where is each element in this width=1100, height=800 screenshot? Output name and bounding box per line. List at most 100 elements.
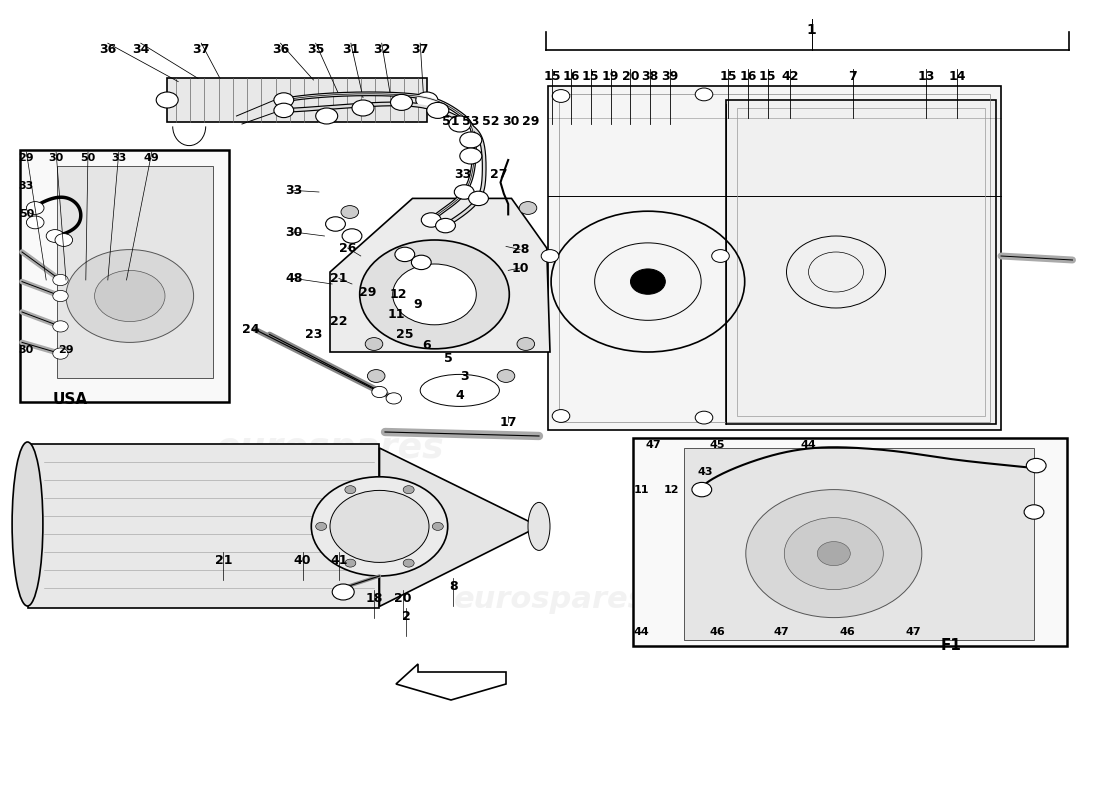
Circle shape	[784, 518, 883, 590]
Text: 19: 19	[602, 70, 619, 83]
Circle shape	[416, 92, 438, 108]
Text: 3: 3	[460, 370, 469, 382]
Circle shape	[326, 217, 345, 231]
Text: 12: 12	[389, 288, 407, 301]
Text: 23: 23	[305, 328, 322, 341]
Circle shape	[497, 370, 515, 382]
Polygon shape	[379, 448, 539, 606]
Text: 47: 47	[773, 627, 789, 637]
Text: 1: 1	[807, 23, 816, 38]
Text: 44: 44	[801, 440, 816, 450]
Text: 42: 42	[781, 70, 799, 83]
Bar	[167, 78, 427, 122]
Circle shape	[156, 92, 178, 108]
Text: 37: 37	[192, 43, 210, 56]
Circle shape	[365, 338, 383, 350]
Text: 41: 41	[330, 554, 348, 566]
Text: USA: USA	[53, 392, 88, 407]
Circle shape	[421, 213, 441, 227]
Text: 35: 35	[307, 43, 324, 56]
Circle shape	[53, 348, 68, 359]
Circle shape	[311, 477, 448, 576]
Circle shape	[66, 250, 194, 342]
Circle shape	[53, 274, 68, 286]
Bar	[737, 108, 984, 416]
Circle shape	[53, 321, 68, 332]
Text: F1: F1	[940, 638, 961, 654]
Text: 39: 39	[661, 70, 679, 83]
Circle shape	[390, 94, 412, 110]
Circle shape	[449, 116, 471, 132]
Circle shape	[386, 393, 402, 404]
Text: eurospares: eurospares	[453, 586, 647, 614]
Text: 25: 25	[396, 328, 414, 341]
Circle shape	[432, 522, 443, 530]
Circle shape	[344, 559, 355, 567]
Circle shape	[1024, 505, 1044, 519]
Text: 37: 37	[411, 43, 429, 56]
Text: 13: 13	[917, 70, 935, 83]
Text: 33: 33	[285, 184, 303, 197]
Text: 32: 32	[373, 43, 390, 56]
Text: 29: 29	[359, 286, 376, 298]
Text: 22: 22	[330, 315, 348, 328]
Circle shape	[316, 108, 338, 124]
Text: 33: 33	[19, 181, 34, 190]
Text: 7: 7	[848, 70, 857, 83]
Circle shape	[342, 229, 362, 243]
Text: 50: 50	[19, 210, 34, 219]
Text: 9: 9	[414, 298, 422, 310]
Text: 27: 27	[490, 168, 507, 181]
Circle shape	[403, 486, 415, 494]
Circle shape	[541, 250, 559, 262]
Text: 48: 48	[285, 272, 303, 285]
Text: 26: 26	[339, 242, 356, 254]
Text: 30: 30	[285, 226, 303, 238]
Text: 52: 52	[482, 115, 499, 128]
Bar	[684, 448, 1034, 640]
Text: 49: 49	[144, 154, 159, 163]
Circle shape	[274, 93, 294, 107]
Text: 15: 15	[759, 70, 777, 83]
Text: 43: 43	[697, 467, 713, 477]
Text: 30: 30	[19, 346, 34, 355]
Circle shape	[436, 218, 455, 233]
Circle shape	[316, 522, 327, 530]
Circle shape	[403, 559, 414, 567]
Text: 21: 21	[330, 272, 348, 285]
Text: 15: 15	[582, 70, 600, 83]
Ellipse shape	[528, 502, 550, 550]
Text: 16: 16	[562, 70, 580, 83]
Circle shape	[395, 247, 415, 262]
Circle shape	[630, 269, 666, 294]
Text: 15: 15	[719, 70, 737, 83]
Text: 18: 18	[365, 592, 383, 605]
Text: 45: 45	[710, 440, 725, 450]
Bar	[632, 438, 1067, 646]
Bar	[559, 94, 990, 422]
Text: eurospares: eurospares	[216, 431, 444, 465]
Text: 36: 36	[272, 43, 289, 56]
Circle shape	[552, 90, 570, 102]
Circle shape	[460, 148, 482, 164]
Text: 6: 6	[422, 339, 431, 352]
Circle shape	[372, 386, 387, 398]
Circle shape	[274, 103, 294, 118]
Polygon shape	[330, 198, 550, 352]
Circle shape	[552, 410, 570, 422]
Circle shape	[95, 270, 165, 322]
Text: 15: 15	[543, 70, 561, 83]
Text: 38: 38	[641, 70, 659, 83]
Circle shape	[519, 202, 537, 214]
Text: 29: 29	[521, 115, 539, 128]
Text: 34: 34	[132, 43, 150, 56]
Text: 24: 24	[242, 323, 260, 336]
Text: 30: 30	[502, 115, 519, 128]
Bar	[20, 150, 229, 402]
Text: 8: 8	[449, 580, 458, 593]
Text: 4: 4	[455, 389, 464, 402]
Circle shape	[46, 230, 64, 242]
Text: eurospares: eurospares	[568, 287, 796, 321]
Circle shape	[460, 132, 482, 148]
Circle shape	[469, 191, 488, 206]
